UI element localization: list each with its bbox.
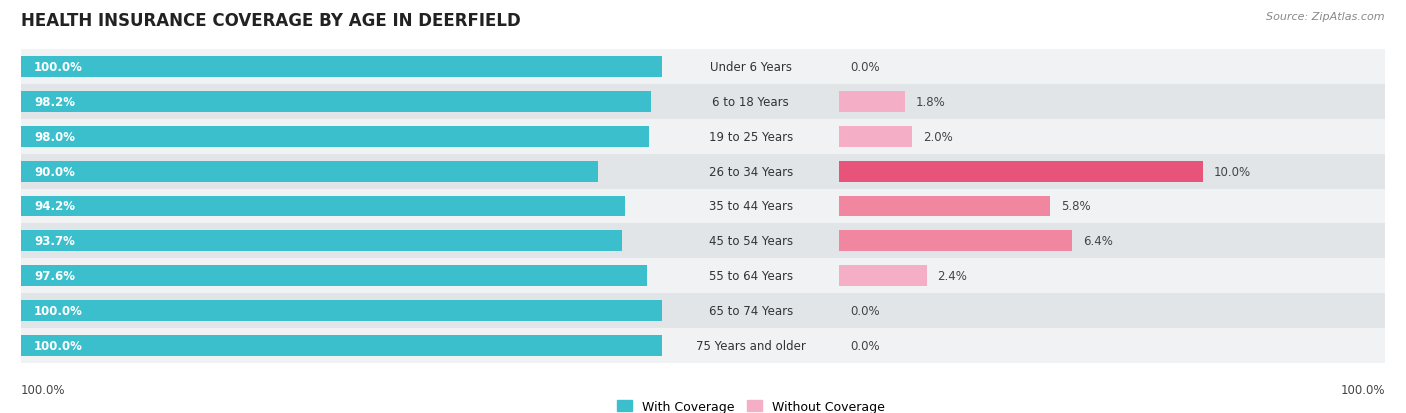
- Text: 1.8%: 1.8%: [915, 95, 945, 108]
- Bar: [0, 154, 1406, 189]
- Bar: [839, 91, 905, 112]
- Text: 45 to 54 Years: 45 to 54 Years: [709, 235, 793, 248]
- Bar: [21, 301, 662, 322]
- Text: 100.0%: 100.0%: [21, 384, 66, 396]
- Bar: [0, 50, 1406, 84]
- Bar: [0, 119, 1406, 154]
- Bar: [0, 154, 1406, 189]
- Bar: [0, 329, 1406, 363]
- Bar: [0, 84, 1406, 119]
- Text: 2.0%: 2.0%: [922, 130, 953, 143]
- Text: 100.0%: 100.0%: [34, 61, 83, 74]
- Bar: [21, 335, 662, 356]
- Bar: [0, 50, 1406, 84]
- Text: Source: ZipAtlas.com: Source: ZipAtlas.com: [1267, 12, 1385, 22]
- Bar: [0, 294, 1406, 329]
- Bar: [0, 224, 1406, 259]
- Bar: [0, 154, 1406, 189]
- Bar: [21, 266, 647, 287]
- Bar: [21, 231, 621, 252]
- Bar: [0, 189, 1406, 224]
- Text: 100.0%: 100.0%: [34, 305, 83, 318]
- Text: 100.0%: 100.0%: [34, 339, 83, 352]
- Bar: [0, 119, 1406, 154]
- Text: 75 Years and older: 75 Years and older: [696, 339, 806, 352]
- Text: 93.7%: 93.7%: [34, 235, 75, 248]
- Text: 65 to 74 Years: 65 to 74 Years: [709, 305, 793, 318]
- Text: HEALTH INSURANCE COVERAGE BY AGE IN DEERFIELD: HEALTH INSURANCE COVERAGE BY AGE IN DEER…: [21, 12, 520, 30]
- Bar: [0, 259, 1406, 294]
- Text: Under 6 Years: Under 6 Years: [710, 61, 792, 74]
- Text: 55 to 64 Years: 55 to 64 Years: [709, 270, 793, 283]
- Text: 2.4%: 2.4%: [938, 270, 967, 283]
- Text: 26 to 34 Years: 26 to 34 Years: [709, 165, 793, 178]
- Bar: [0, 50, 1406, 84]
- Bar: [839, 231, 1073, 252]
- Bar: [21, 91, 651, 112]
- Bar: [0, 189, 1406, 224]
- Bar: [839, 266, 927, 287]
- Legend: With Coverage, Without Coverage: With Coverage, Without Coverage: [612, 395, 890, 413]
- Text: 98.0%: 98.0%: [34, 130, 75, 143]
- Bar: [21, 126, 650, 147]
- Bar: [0, 189, 1406, 224]
- Bar: [0, 259, 1406, 294]
- Bar: [0, 294, 1406, 329]
- Text: 98.2%: 98.2%: [34, 95, 75, 108]
- Text: 100.0%: 100.0%: [1340, 384, 1385, 396]
- Bar: [839, 161, 1204, 182]
- Bar: [0, 224, 1406, 259]
- Text: 0.0%: 0.0%: [851, 305, 880, 318]
- Bar: [0, 329, 1406, 363]
- Text: 0.0%: 0.0%: [851, 61, 880, 74]
- Bar: [0, 119, 1406, 154]
- Text: 5.8%: 5.8%: [1062, 200, 1091, 213]
- Bar: [0, 84, 1406, 119]
- Bar: [21, 161, 598, 182]
- Text: 0.0%: 0.0%: [851, 339, 880, 352]
- Text: 10.0%: 10.0%: [1213, 165, 1251, 178]
- Bar: [21, 196, 624, 217]
- Text: 94.2%: 94.2%: [34, 200, 75, 213]
- Text: 97.6%: 97.6%: [34, 270, 75, 283]
- Text: 90.0%: 90.0%: [34, 165, 75, 178]
- Bar: [21, 57, 662, 78]
- Bar: [839, 196, 1050, 217]
- Bar: [0, 329, 1406, 363]
- Text: 19 to 25 Years: 19 to 25 Years: [709, 130, 793, 143]
- Bar: [0, 224, 1406, 259]
- Text: 6.4%: 6.4%: [1083, 235, 1114, 248]
- Bar: [0, 84, 1406, 119]
- Bar: [839, 126, 912, 147]
- Text: 6 to 18 Years: 6 to 18 Years: [713, 95, 789, 108]
- Text: 35 to 44 Years: 35 to 44 Years: [709, 200, 793, 213]
- Bar: [0, 294, 1406, 329]
- Bar: [0, 259, 1406, 294]
